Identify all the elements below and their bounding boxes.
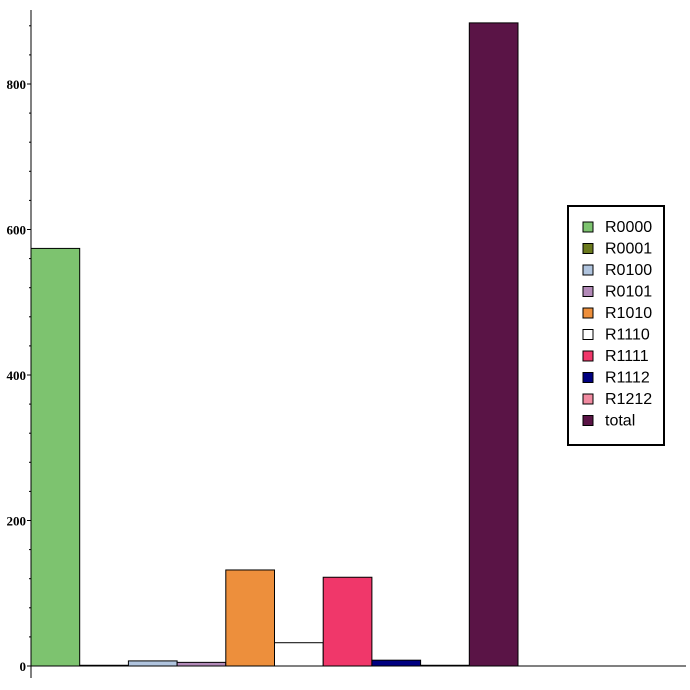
- legend-label-R1010: R1010: [605, 305, 652, 322]
- axes-group: 0 200 400 600 800: [7, 10, 686, 678]
- legend-swatch-R1212: [582, 393, 594, 405]
- y-minor-ticks: [29, 25, 31, 638]
- bar-R0101: [176, 661, 227, 667]
- legend-swatch-R0100: [582, 264, 594, 276]
- bar-R1112: [371, 659, 422, 667]
- y-tick-label: 400: [7, 368, 27, 383]
- legend-swatch-R0101: [582, 286, 594, 297]
- legend-label-R0101: R0101: [605, 284, 652, 301]
- legend-label-R0000: R0000: [605, 219, 652, 236]
- y-tick-label: 0: [20, 659, 27, 674]
- legend-swatch-R0001: [582, 243, 594, 254]
- bar-R1111: [322, 576, 373, 667]
- legend-swatch-R1110: [582, 329, 594, 340]
- legend-label-R0001: R0001: [605, 241, 652, 258]
- bar-R0100: [127, 660, 178, 667]
- y-tick-label: 200: [7, 514, 27, 529]
- legend-label-R1112: R1112: [605, 370, 650, 387]
- y-tick-labels: 0 200 400 600 800: [7, 77, 27, 674]
- bar-R1110: [274, 642, 324, 667]
- legend-label-R1110: R1110: [605, 327, 650, 344]
- bar-R1010: [225, 569, 276, 667]
- legend-label-R1111: R1111: [605, 348, 649, 365]
- y-major-ticks: [27, 83, 31, 667]
- legend-label-R0100: R0100: [605, 262, 652, 279]
- legend-label-R1212: R1212: [605, 391, 652, 408]
- legend-swatch-R1010: [582, 307, 594, 319]
- legend-swatch-R0000: [582, 221, 594, 233]
- bar-R0000: [30, 247, 81, 667]
- bars-group: [30, 22, 519, 667]
- legend-swatch-total: [582, 415, 594, 426]
- y-tick-label: 600: [7, 223, 27, 238]
- legend-swatch-R1112: [582, 372, 594, 383]
- legend: R0000 R0001 R0100 R0101 R1010 R1110 R1111 R1112…: [567, 205, 665, 446]
- y-tick-label: 800: [7, 77, 27, 92]
- legend-swatch-R1111: [582, 350, 594, 362]
- bar-total: [468, 22, 519, 667]
- legend-label-total: total: [605, 413, 635, 430]
- legend-items: R0000 R0001 R0100 R0101 R1010 R1110 R1111 R1112…: [582, 219, 652, 430]
